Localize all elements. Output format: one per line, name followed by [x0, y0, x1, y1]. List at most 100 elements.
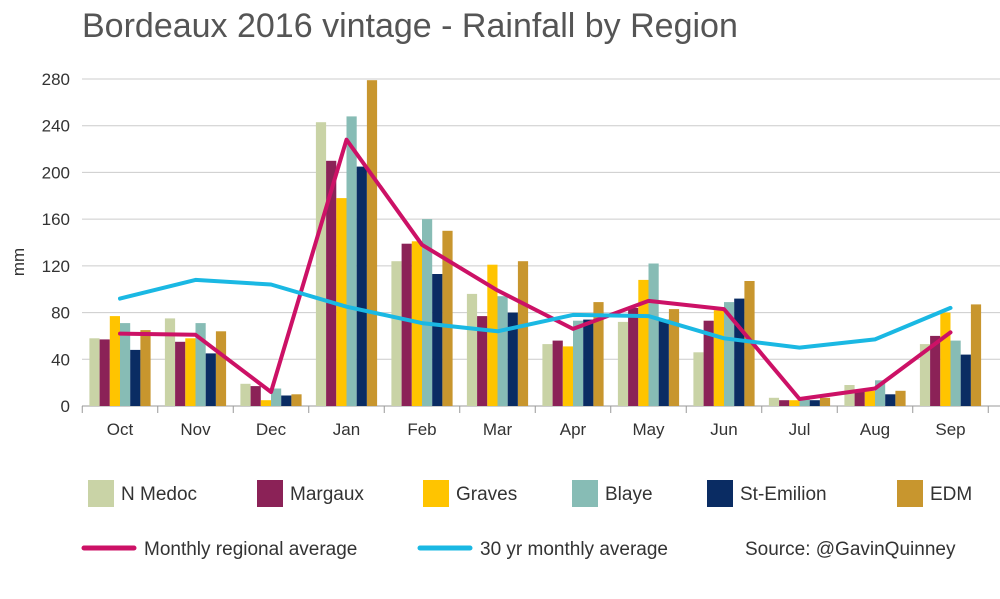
bar [391, 261, 402, 406]
bar [734, 298, 745, 406]
x-tick-label: Sep [935, 420, 965, 439]
legend-label: 30 yr monthly average [480, 539, 668, 560]
bar [573, 320, 584, 406]
x-tick-label: Oct [107, 420, 134, 439]
bar [542, 344, 553, 406]
x-tick-label: Mar [483, 420, 513, 439]
bar [240, 383, 251, 406]
bar [260, 400, 271, 406]
bar [271, 388, 282, 406]
bar [854, 390, 865, 406]
bar [401, 243, 412, 406]
x-tick-label: Feb [407, 420, 436, 439]
series-line [118, 277, 953, 350]
bar [970, 304, 982, 406]
y-tick-label: 0 [61, 397, 70, 416]
bar [789, 400, 800, 406]
series-line [118, 137, 953, 401]
y-axis-label: mm [9, 248, 28, 276]
bar [517, 261, 529, 406]
legend: N Medoc Margaux Graves Blaye St-Emilion EDM Mo… [81, 480, 972, 560]
bar [809, 400, 820, 406]
y-tick-label: 160 [42, 210, 70, 229]
bar [250, 386, 261, 406]
x-axis: Oct Nov Dec Jan Feb Mar Apr May Jun Jul Aug Sep [81, 406, 989, 439]
x-tick-label: Aug [860, 420, 890, 439]
legend-label: EDM [930, 484, 972, 505]
bar [693, 352, 704, 406]
y-tick-label: 80 [51, 304, 70, 323]
legend-label: St-Emilion [740, 484, 827, 505]
legend-swatch [707, 480, 733, 507]
average-lines [118, 137, 953, 401]
bar [205, 353, 216, 406]
bar [919, 344, 931, 406]
legend-swatch [423, 480, 449, 507]
bar [215, 331, 227, 406]
bar [326, 160, 337, 407]
bar [99, 339, 110, 406]
legend-label: Monthly regional average [144, 539, 357, 560]
bar [864, 390, 875, 406]
x-tick-label: May [632, 420, 665, 439]
bar [724, 302, 735, 406]
bar [195, 323, 206, 406]
bar [930, 335, 941, 406]
bar [885, 394, 896, 406]
bar [477, 316, 488, 406]
bar [960, 354, 971, 406]
bar [164, 318, 176, 406]
bar [779, 400, 790, 406]
bar [799, 399, 810, 406]
y-tick-label: 200 [42, 163, 70, 182]
bar [507, 312, 518, 406]
bar [432, 274, 443, 406]
bar [466, 293, 478, 406]
legend-label: Margaux [290, 484, 364, 505]
bar [140, 330, 151, 406]
x-tick-label: Nov [180, 420, 211, 439]
y-tick-label: 120 [42, 257, 70, 276]
bar [950, 340, 961, 406]
legend-swatch [572, 480, 598, 507]
legend-swatch [88, 480, 114, 507]
bar [185, 338, 196, 406]
bar [366, 80, 378, 406]
bar [356, 166, 367, 406]
legend-swatch [897, 480, 923, 507]
bar [552, 340, 563, 406]
bar [130, 349, 141, 406]
x-tick-label: Jul [789, 420, 811, 439]
bar [638, 279, 649, 406]
bar [583, 319, 594, 406]
x-tick-label: Jun [710, 420, 737, 439]
bar [175, 341, 186, 406]
bar [819, 397, 831, 406]
y-axis-ticks: 0 40 80 120 160 200 240 280 [42, 70, 70, 416]
y-tick-label: 40 [51, 350, 70, 369]
legend-label: Blaye [605, 484, 653, 505]
bar [713, 310, 724, 406]
bar [744, 281, 755, 406]
bar [703, 320, 714, 406]
x-tick-label: Jan [333, 420, 360, 439]
bar [768, 397, 780, 406]
x-tick-label: Dec [256, 420, 287, 439]
bar [497, 296, 508, 406]
bar [668, 309, 680, 406]
bar [593, 302, 604, 406]
bar [109, 316, 120, 406]
bar [346, 116, 357, 407]
bar [628, 307, 639, 406]
chart-title: Bordeaux 2016 vintage - Rainfall by Regi… [82, 7, 738, 45]
bar [422, 219, 433, 406]
bar [336, 198, 347, 406]
bar [281, 395, 292, 406]
bar [875, 380, 886, 406]
bar [291, 394, 302, 406]
source-note: Source: @GavinQuinney [745, 539, 956, 560]
bar [89, 338, 100, 406]
bar [648, 263, 659, 406]
bar [562, 346, 573, 406]
